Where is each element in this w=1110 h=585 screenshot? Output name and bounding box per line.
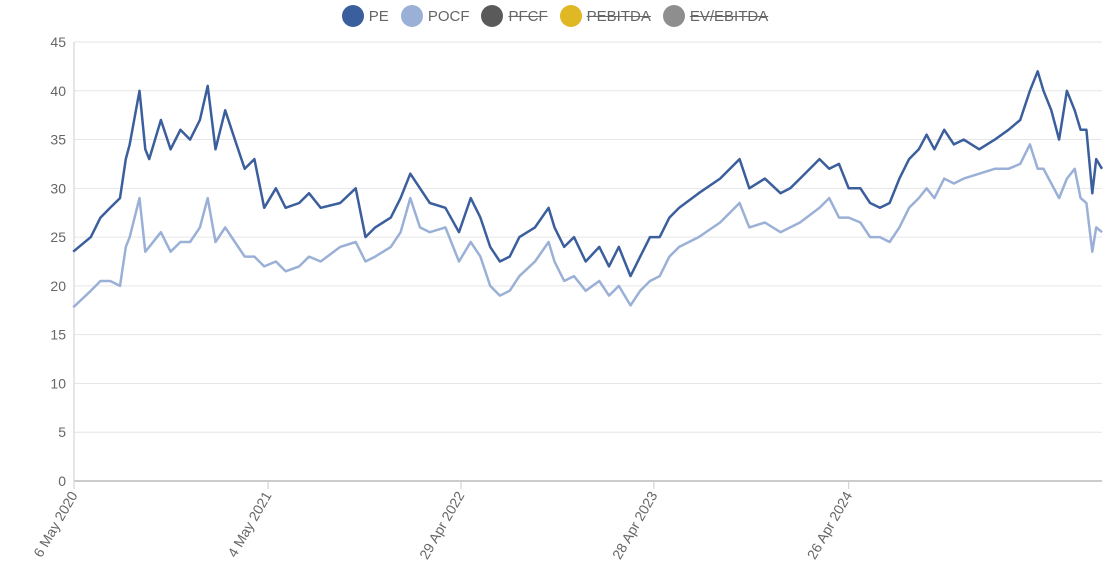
legend-marker-pfcf: [481, 5, 504, 27]
x-tick-label: 4 May 2021: [224, 488, 275, 560]
legend-item-pfcf[interactable]: PFCF: [481, 5, 548, 27]
y-tick-label: 35: [50, 132, 66, 148]
y-tick-label: 45: [50, 34, 66, 50]
chart-legend: PE POCF PFCF PEBITDA EV/EBITDA: [0, 5, 1110, 27]
legend-marker-pe: [341, 5, 364, 27]
legend-label: POCF: [427, 7, 470, 25]
legend-label: EV/EBITDA: [689, 7, 769, 25]
y-tick-label: 5: [58, 424, 66, 440]
legend-label: PE: [368, 7, 389, 25]
y-tick-label: 0: [58, 473, 66, 489]
x-tick-label: 6 May 2020: [30, 488, 81, 560]
legend-label: PEBITDA: [586, 7, 651, 25]
legend-item-pebitda[interactable]: PEBITDA: [559, 5, 651, 27]
legend-marker-pocf: [400, 5, 423, 27]
series-line-pocf: [72, 143, 1103, 309]
y-tick-label: 15: [50, 327, 66, 343]
y-tick-label: 30: [50, 180, 66, 196]
legend-marker-ev-ebitda: [662, 5, 685, 27]
legend-item-ev-ebitda[interactable]: EV/EBITDA: [662, 5, 769, 27]
y-tick-label: 20: [50, 278, 66, 294]
legend-marker-pebitda: [559, 5, 582, 27]
legend-item-pe[interactable]: PE: [341, 5, 389, 27]
x-tick-label: 28 Apr 2023: [609, 488, 661, 562]
x-tick-label: 29 Apr 2022: [416, 488, 468, 562]
y-tick-label: 25: [50, 229, 66, 245]
series-line-pe: [72, 70, 1104, 278]
legend-label: PFCF: [508, 7, 548, 25]
legend-item-pocf[interactable]: POCF: [400, 5, 470, 27]
x-tick-label: 26 Apr 2024: [804, 488, 856, 562]
y-tick-label: 10: [50, 375, 66, 391]
y-tick-label: 40: [50, 83, 66, 99]
